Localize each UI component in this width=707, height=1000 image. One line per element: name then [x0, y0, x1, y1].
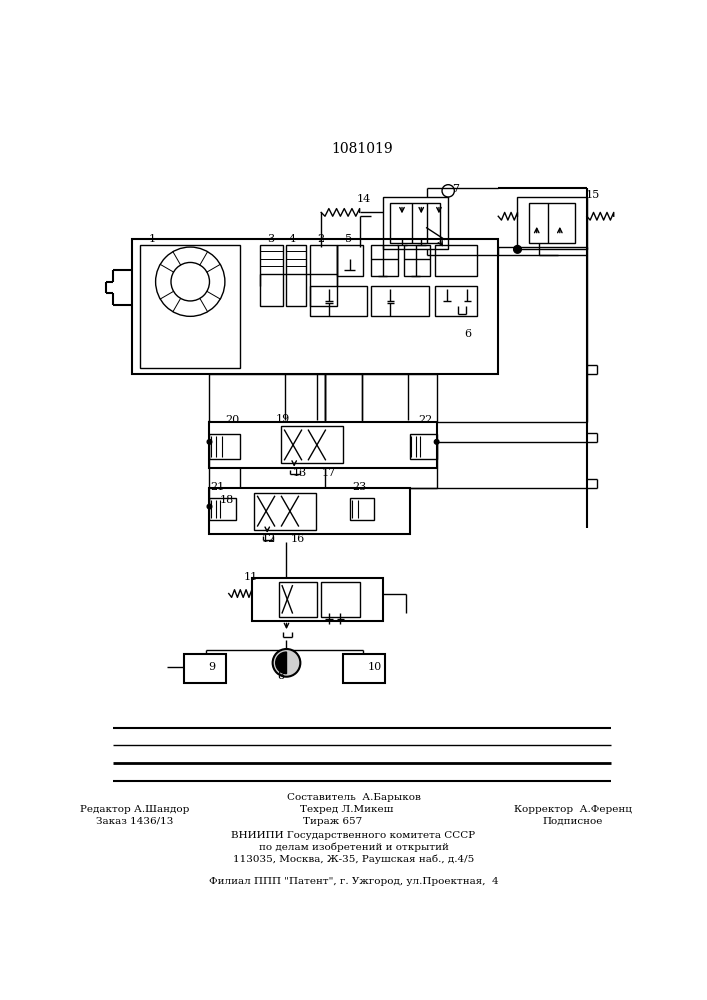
- Text: 15: 15: [586, 190, 600, 200]
- Bar: [404, 245, 431, 276]
- Text: 11: 11: [243, 572, 257, 582]
- Text: Составитель  А.Барыков: Составитель А.Барыков: [286, 794, 421, 802]
- Circle shape: [273, 649, 300, 677]
- Text: 13: 13: [293, 468, 307, 478]
- Text: Заказ 1436/13: Заказ 1436/13: [95, 816, 173, 826]
- Bar: [382, 197, 448, 249]
- Bar: [310, 286, 368, 316]
- Text: 19: 19: [276, 414, 290, 424]
- Bar: [435, 286, 477, 316]
- Text: Подписное: Подписное: [542, 816, 603, 826]
- Bar: [279, 582, 317, 617]
- Text: Филиал ППП "Патент", г. Ужгород, ул.Проектная,  4: Филиал ППП "Патент", г. Ужгород, ул.Прое…: [209, 878, 498, 886]
- Circle shape: [207, 504, 212, 509]
- Bar: [259, 245, 283, 306]
- Text: 20: 20: [226, 415, 240, 425]
- Text: 12: 12: [262, 534, 276, 544]
- Bar: [209, 434, 240, 459]
- Text: 8: 8: [278, 671, 285, 681]
- Bar: [132, 239, 498, 374]
- Text: 21: 21: [210, 482, 224, 492]
- Bar: [371, 245, 398, 276]
- Bar: [343, 654, 385, 683]
- Bar: [529, 203, 575, 243]
- Text: ВНИИПИ Государственного комитета СССР: ВНИИПИ Государственного комитета СССР: [231, 830, 476, 840]
- Text: 113035, Москва, Ж-35, Раушская наб., д.4/5: 113035, Москва, Ж-35, Раушская наб., д.4…: [233, 854, 474, 864]
- Text: 22: 22: [418, 415, 432, 425]
- Bar: [321, 582, 360, 617]
- Text: Редактор А.Шандор: Редактор А.Шандор: [80, 804, 189, 814]
- Bar: [140, 245, 240, 368]
- Text: 17: 17: [322, 468, 336, 478]
- Circle shape: [207, 440, 212, 444]
- Circle shape: [434, 440, 439, 444]
- Text: 6: 6: [464, 329, 471, 339]
- Text: 4: 4: [288, 234, 296, 244]
- Wedge shape: [276, 652, 286, 674]
- Bar: [337, 245, 363, 276]
- Bar: [209, 498, 236, 520]
- Text: 16: 16: [291, 534, 305, 544]
- Bar: [435, 245, 477, 276]
- Bar: [209, 422, 437, 468]
- Text: 10: 10: [368, 662, 382, 672]
- Bar: [209, 488, 409, 534]
- Text: Корректор  А.Ференц: Корректор А.Ференц: [514, 804, 631, 814]
- Text: 1: 1: [148, 234, 156, 244]
- Text: по делам изобретений и открытий: по делам изобретений и открытий: [259, 842, 448, 852]
- Bar: [252, 578, 382, 620]
- Bar: [254, 493, 316, 530]
- Text: 18: 18: [220, 495, 234, 505]
- Text: 2: 2: [317, 234, 325, 244]
- Text: 3: 3: [267, 234, 274, 244]
- Text: Техред Л.Микеш: Техред Л.Микеш: [300, 804, 393, 814]
- Bar: [281, 426, 343, 463]
- Text: 9: 9: [208, 662, 215, 672]
- Bar: [390, 203, 440, 243]
- Text: 23: 23: [353, 482, 367, 492]
- Circle shape: [514, 246, 521, 253]
- Bar: [351, 498, 373, 520]
- Text: Тираж 657: Тираж 657: [303, 816, 362, 826]
- Text: 5: 5: [344, 234, 351, 244]
- Bar: [184, 654, 226, 683]
- Bar: [409, 434, 437, 459]
- Bar: [286, 245, 305, 306]
- Text: 1081019: 1081019: [331, 142, 393, 156]
- Bar: [310, 245, 337, 306]
- Text: 7: 7: [452, 184, 460, 194]
- Bar: [371, 286, 429, 316]
- Text: 14: 14: [356, 194, 370, 204]
- Bar: [518, 197, 587, 249]
